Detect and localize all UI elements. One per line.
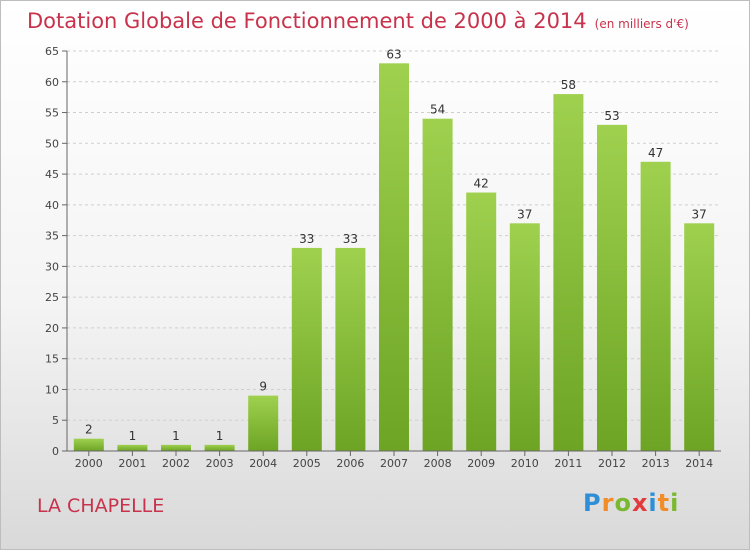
- data-label: 1: [172, 429, 180, 443]
- data-label: 54: [430, 103, 445, 117]
- y-tick-label: 10: [45, 383, 59, 396]
- data-label: 9: [259, 380, 267, 394]
- x-tick-label: 2000: [75, 457, 103, 470]
- x-tick-label: 2001: [118, 457, 146, 470]
- logo-letter: t: [657, 489, 671, 517]
- data-label: 42: [474, 177, 489, 191]
- bar-2000: [73, 438, 104, 451]
- x-tick-label: 2010: [511, 457, 539, 470]
- x-tick-label: 2002: [162, 457, 190, 470]
- bar-2008: [422, 118, 453, 451]
- y-tick-label: 40: [45, 199, 59, 212]
- bars: 2 1 1 1 9 33 33 63 54 42 37 58 53 47 37: [73, 47, 715, 452]
- data-label: 33: [343, 232, 358, 246]
- x-tick-label: 2004: [249, 457, 277, 470]
- bar-2007: [379, 63, 409, 452]
- proxiti-logo: Proxiti: [583, 489, 679, 517]
- x-tick-label: 2005: [293, 457, 321, 470]
- y-tick-label: 25: [45, 291, 59, 304]
- y-tick-label: 15: [45, 353, 59, 366]
- bar-2011: [553, 94, 584, 452]
- logo-letter: r: [601, 489, 615, 517]
- bar-2002: [161, 444, 191, 451]
- y-tick-label: 30: [45, 260, 59, 273]
- logo-letter: i: [648, 489, 658, 517]
- y-tick-label: 60: [45, 76, 59, 89]
- x-tick-label: 2014: [685, 457, 713, 470]
- x-tick-label: 2013: [642, 457, 670, 470]
- town-name: LA CHAPELLE: [37, 495, 165, 517]
- data-label: 47: [648, 146, 663, 160]
- y-tick-label: 50: [45, 137, 59, 150]
- bar-2010: [509, 223, 540, 451]
- x-tick-label: 2009: [467, 457, 495, 470]
- data-label: 58: [561, 78, 576, 92]
- bar-2004: [248, 395, 279, 451]
- bar-2012: [597, 124, 627, 451]
- chart-title-text: Dotation Globale de Fonctionnement de 20…: [27, 9, 587, 33]
- logo-letter: i: [670, 489, 680, 517]
- chart-title: Dotation Globale de Fonctionnement de 20…: [27, 9, 689, 33]
- bar-2001: [117, 444, 148, 451]
- y-tick-label: 20: [45, 322, 59, 335]
- x-tick-label: 2003: [206, 457, 234, 470]
- bar-chart: 2 1 1 1 9 33 33 63 54 42 37 58 53 47 37 0 5 10 15 20 25 30 35…: [45, 45, 721, 470]
- y-tick-label: 55: [45, 107, 59, 120]
- data-label: 1: [129, 429, 137, 443]
- x-tick-label: 2012: [598, 457, 626, 470]
- logo-letter: x: [631, 489, 649, 517]
- data-label: 2: [85, 423, 93, 437]
- bar-2013: [640, 161, 671, 451]
- data-label: 37: [517, 207, 532, 221]
- x-tick-label: 2007: [380, 457, 408, 470]
- bar-2006: [335, 247, 366, 451]
- bar-2003: [204, 444, 235, 451]
- data-label: 33: [299, 232, 314, 246]
- x-tick-label: 2011: [554, 457, 582, 470]
- x-tick-label: 2008: [424, 457, 452, 470]
- chart-subtitle: (en milliers d'€): [594, 17, 689, 31]
- y-tick-label: 45: [45, 168, 59, 181]
- data-label: 37: [692, 207, 707, 221]
- bar-2005: [291, 247, 322, 451]
- y-tick-label: 35: [45, 230, 59, 243]
- axes: 0 5 10 15 20 25 30 35 40 45 50 55 60 65 2000 2001 2002 20…: [45, 45, 721, 470]
- data-label: 63: [386, 47, 401, 61]
- x-tick-label: 2006: [336, 457, 364, 470]
- bar-2009: [466, 192, 497, 452]
- y-tick-label: 65: [45, 45, 59, 58]
- bar-2014: [684, 223, 715, 451]
- logo-letter: P: [583, 489, 602, 517]
- data-label: 1: [216, 429, 224, 443]
- y-tick-label: 0: [52, 445, 59, 458]
- logo-letter: o: [614, 489, 632, 517]
- y-tick-label: 5: [52, 414, 59, 427]
- data-label: 53: [604, 109, 619, 123]
